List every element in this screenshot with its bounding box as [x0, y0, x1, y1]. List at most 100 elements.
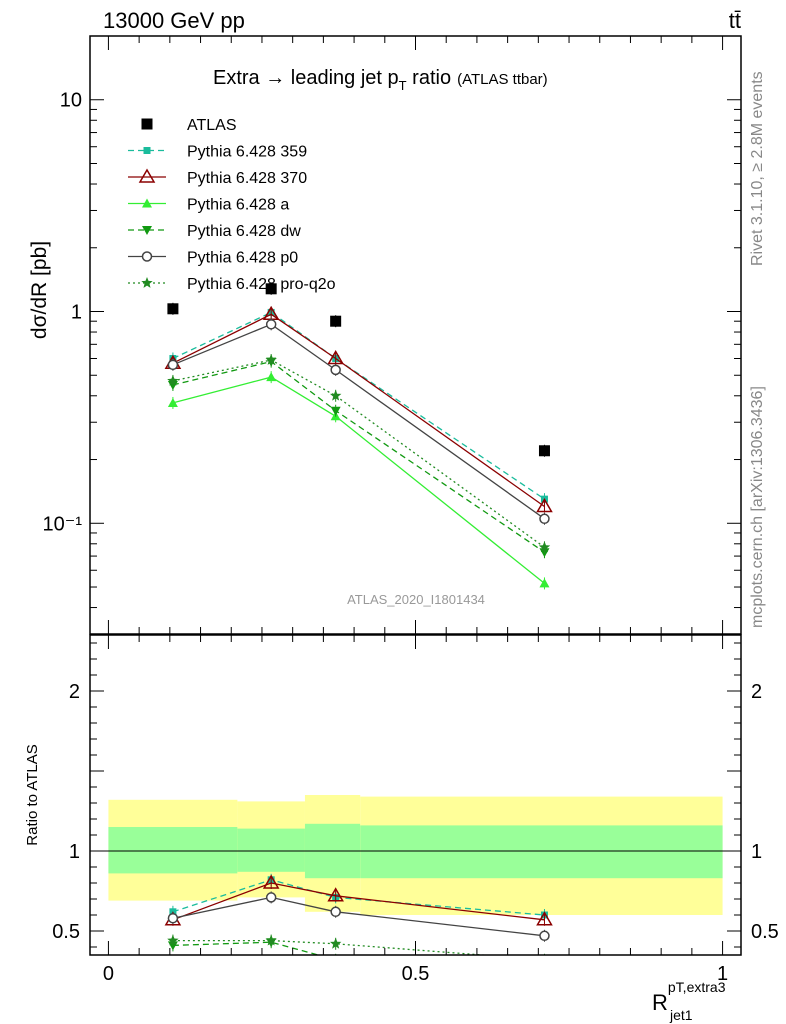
main-data-point	[265, 354, 277, 365]
main-data-point	[167, 374, 179, 386]
x-axis-label: RpT,extra3	[652, 979, 726, 1015]
main-data-point	[265, 319, 277, 330]
ratio-series-line	[172, 879, 545, 916]
main-series-line	[172, 323, 545, 520]
main-y-axis-label: dσ/dR [pb]	[28, 241, 51, 339]
main-series-6	[167, 354, 551, 554]
main-data-point	[167, 359, 179, 371]
ratio-data-point	[327, 887, 344, 902]
rivet-label: Rivet 3.1.10, ≥ 2.8M events	[749, 71, 766, 266]
main-y-tick-label: 10	[60, 90, 82, 112]
legend-label: Pythia 6.428 a	[187, 197, 289, 214]
ratio-data-point	[331, 966, 341, 975]
analysis-label: ATLAS_2020_I1801434	[347, 592, 485, 607]
ratio-data-point	[168, 961, 178, 970]
main-data-point	[538, 541, 551, 553]
main-y-tick-label: 1	[71, 302, 82, 324]
main-data-point	[265, 283, 277, 295]
main-series-line	[172, 360, 545, 553]
plot-title-small: (ATLAS ttbar)	[457, 71, 548, 88]
process-label: tt̄	[729, 8, 741, 33]
main-data-point	[539, 513, 550, 525]
ratio-y-tick-label: 1	[69, 841, 80, 863]
plot-title-tail: ratio	[407, 67, 451, 89]
ratio-y-tick-label: 0.5	[52, 921, 80, 943]
main-series-2	[164, 305, 553, 513]
ratio-series-line	[172, 941, 321, 955]
legend-marker	[141, 118, 153, 130]
uncertainty-band-inner	[237, 828, 305, 872]
legend-marker	[141, 277, 153, 288]
x-axis-label-main: R	[652, 990, 668, 1015]
main-y-tick-label: 10⁻¹	[43, 513, 83, 535]
legend-entry: Pythia 6.428 359	[128, 144, 307, 161]
ratio-data-point	[167, 912, 179, 924]
main-data-point	[266, 372, 277, 382]
legend-entry: Pythia 6.428 dw	[128, 223, 301, 240]
main-series-3	[167, 371, 550, 590]
main-series-line	[172, 311, 545, 500]
ratio-data-point	[331, 956, 341, 965]
ratio-x-tick-label: 1	[717, 963, 728, 985]
main-series-line	[172, 359, 545, 548]
ratio-series-3	[167, 936, 549, 971]
ratio-x-tick-label: 0	[103, 963, 114, 985]
legend-label: Pythia 6.428 p0	[187, 250, 298, 267]
plot-title-subscript: T	[399, 78, 407, 93]
legend-entry: Pythia 6.428 a	[128, 197, 289, 214]
ratio-series-line	[173, 963, 545, 973]
ratio-series-4	[167, 891, 550, 942]
uncertainty-band-inner	[360, 825, 723, 879]
ratio-series-line	[172, 882, 545, 921]
main-data-point	[330, 364, 341, 376]
ratio-series-line	[172, 896, 545, 937]
main-data-point	[167, 397, 178, 407]
ratio-plot-panel: 0.5 0.5 1 1 2 2 0 0.5 1 Ratio to ATLAS RpT,extra…	[24, 634, 779, 1023]
ratio-data-point	[539, 968, 549, 977]
ratio-y-tick-label-right: 1	[751, 841, 762, 863]
legend-marker	[142, 198, 152, 208]
main-data-point	[327, 350, 344, 365]
ratio-x-tick-label: 0.5	[402, 963, 430, 985]
ratio-data-point	[262, 874, 280, 889]
ratio-data-point	[265, 892, 277, 903]
legend-label: Pythia 6.428 pro-q2o	[187, 276, 336, 293]
main-series-5	[167, 318, 550, 525]
ratio-y-tick-label-right: 0.5	[751, 921, 779, 943]
main-data-point	[167, 303, 179, 315]
legend-label: Pythia 6.428 359	[187, 144, 307, 161]
legend-label: Pythia 6.428 dw	[187, 223, 301, 240]
legend-marker	[143, 147, 151, 154]
main-plot-panel: 10⁻¹ 1 10 Extra → leading jet pT ratio (ATL…	[28, 35, 742, 635]
ratio-series-2	[168, 957, 550, 979]
ratio-data-point	[539, 930, 550, 942]
main-y-axis-label-text: dσ/dR [pb]	[28, 241, 51, 339]
ratio-data-point	[330, 906, 341, 918]
ratio-data-point	[265, 934, 277, 946]
legend-label: ATLAS	[187, 117, 237, 134]
legend: ATLAS Pythia 6.428 359 Pythia 6.428 370 Pyt…	[128, 117, 336, 293]
ratio-series-5	[167, 934, 545, 955]
legend-marker	[142, 226, 152, 235]
ratio-y-axis-label: Ratio to ATLAS	[24, 744, 41, 845]
ratio-data-point	[539, 962, 549, 971]
mcplots-label: mcplots.cern.ch [arXiv:1306.3436]	[749, 386, 766, 628]
main-data-point	[536, 498, 553, 513]
ratio-data-point	[536, 911, 553, 926]
ratio-data-point	[167, 934, 179, 946]
ratio-data-point	[266, 958, 276, 967]
legend-entry: Pythia 6.428 370	[128, 168, 307, 187]
legend-marker	[138, 168, 156, 183]
legend-entry: Pythia 6.428 pro-q2o	[128, 276, 336, 293]
ratio-y-tick-label: 2	[69, 681, 80, 703]
main-data-point	[538, 445, 550, 457]
main-data-point	[330, 389, 342, 401]
main-series-0	[167, 282, 550, 457]
legend-entry: ATLAS	[141, 117, 237, 134]
main-data-point	[330, 406, 341, 416]
main-data-point	[539, 578, 550, 588]
ratio-data-point	[330, 937, 342, 949]
ratio-y-tick-label-right: 2	[751, 681, 762, 703]
plot-title: Extra → leading jet pT ratio (ATLAS ttbar…	[213, 67, 548, 93]
